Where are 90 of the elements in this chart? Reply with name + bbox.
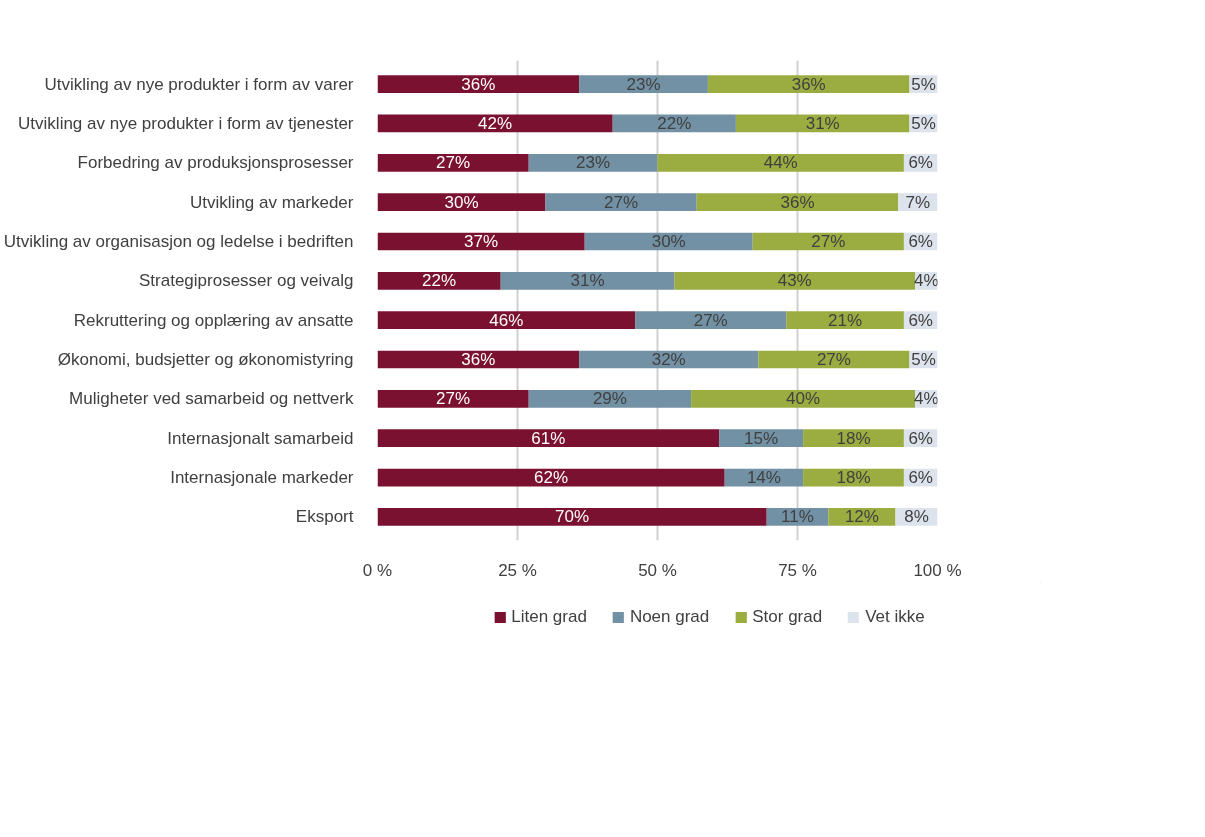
bar: [545, 193, 697, 211]
data-label: 11%: [781, 507, 814, 527]
data-label: 12%: [844, 507, 879, 527]
data-label: 62%: [534, 468, 569, 488]
data-label: 6%: [908, 231, 933, 251]
bar: [500, 271, 675, 290]
data-label: 30%: [444, 192, 479, 212]
data-label: 22%: [422, 271, 457, 291]
legend-label: Vet ikke: [865, 607, 925, 627]
bar: [377, 429, 720, 448]
bar: [377, 153, 529, 172]
bar: [377, 390, 529, 408]
data-label: 7%: [905, 192, 931, 212]
bar: [377, 193, 546, 211]
data-label: 21%: [828, 310, 863, 330]
data-label: 6%: [908, 310, 933, 330]
data-label: 27%: [436, 153, 471, 173]
y-tick-label: Økonomi, budsjetter og økonomistyring: [57, 350, 354, 370]
legend-label: Noen grad: [629, 607, 710, 627]
data-label: 31%: [805, 113, 840, 133]
data-label: 40%: [786, 389, 821, 409]
data-label: 5%: [911, 74, 936, 94]
y-tick-label: Utvikling av nye produkter i form av tjenester: [18, 113, 354, 133]
data-label: 32%: [651, 350, 686, 370]
data-label: 6%: [908, 153, 933, 173]
bar: [691, 390, 916, 408]
data-label: 30%: [651, 231, 686, 251]
data-label: 44%: [763, 153, 798, 173]
data-label: 70%: [555, 507, 590, 527]
x-tick-label: 100 %: [913, 560, 962, 580]
data-label: 29%: [592, 389, 627, 409]
y-tick-label: Muligheter ved samarbeid og nettverk: [69, 389, 354, 409]
data-label: 18%: [836, 428, 871, 448]
data-label: 6%: [908, 468, 933, 488]
bar: [377, 232, 585, 251]
y-tick-label: Utvikling av organisasjon og ledelse i bedriften: [3, 231, 354, 251]
data-label: 43%: [777, 271, 812, 291]
y-tick-label: Strategiprosesser og veivalg: [139, 271, 354, 291]
data-label: 36%: [791, 74, 826, 94]
legend-label: Stor grad: [752, 607, 823, 627]
data-label: 27%: [816, 350, 851, 370]
bar: [377, 468, 725, 487]
data-label: 14%: [746, 468, 781, 488]
data-label: 42%: [478, 113, 513, 133]
data-label: 36%: [461, 350, 496, 370]
data-label: 27%: [811, 231, 846, 251]
data-label: 23%: [626, 74, 661, 94]
bar: [696, 193, 899, 211]
data-label: 15%: [744, 428, 779, 448]
y-tick-label: Utvikling av markeder: [190, 192, 354, 212]
data-label: 8%: [904, 507, 929, 527]
legend-label: Liten grad: [511, 607, 587, 627]
y-tick-label: Forbedring av produksjonsprosesser: [77, 153, 354, 173]
bar: [377, 311, 636, 330]
data-label: 36%: [780, 192, 815, 212]
y-tick-label: Internasjonale markeder: [170, 468, 354, 488]
data-label: 6%: [908, 428, 933, 448]
y-tick-label: Internasjonalt samarbeid: [167, 428, 354, 448]
data-label: 31%: [570, 271, 605, 291]
data-label: 46%: [489, 310, 524, 330]
x-tick-label: 75 %: [778, 560, 817, 580]
y-tick-label: Utvikling av nye produkter i form av varer: [44, 74, 354, 94]
y-tick-label: Rekruttering og opplæring av ansatte: [73, 310, 354, 330]
y-tick-label: Eksport: [295, 507, 354, 527]
bar: [528, 153, 658, 172]
data-label: 23%: [576, 153, 611, 173]
data-label: 22%: [657, 113, 692, 133]
bar: [635, 311, 787, 330]
bar: [579, 75, 708, 93]
bar: [674, 271, 916, 290]
data-label: 37%: [464, 231, 499, 251]
x-tick-label: 25 %: [498, 560, 537, 580]
bar: [377, 271, 501, 290]
data-label: 27%: [436, 389, 471, 409]
bar: [786, 311, 904, 330]
data-label: 61%: [531, 428, 566, 448]
bar: [377, 114, 613, 133]
x-tick-label: 50 %: [638, 560, 677, 580]
bar: [377, 508, 767, 526]
x-tick-label: 0 %: [362, 560, 393, 580]
data-label: 27%: [693, 310, 728, 330]
bar: [377, 75, 580, 93]
data-label: 36%: [461, 74, 496, 94]
bar: [707, 75, 910, 93]
data-label: 5%: [911, 350, 936, 370]
bar: [528, 390, 692, 408]
data-label: 27%: [604, 192, 639, 212]
bar: [657, 153, 904, 172]
data-label: 5%: [911, 113, 936, 133]
data-label: 18%: [836, 468, 871, 488]
